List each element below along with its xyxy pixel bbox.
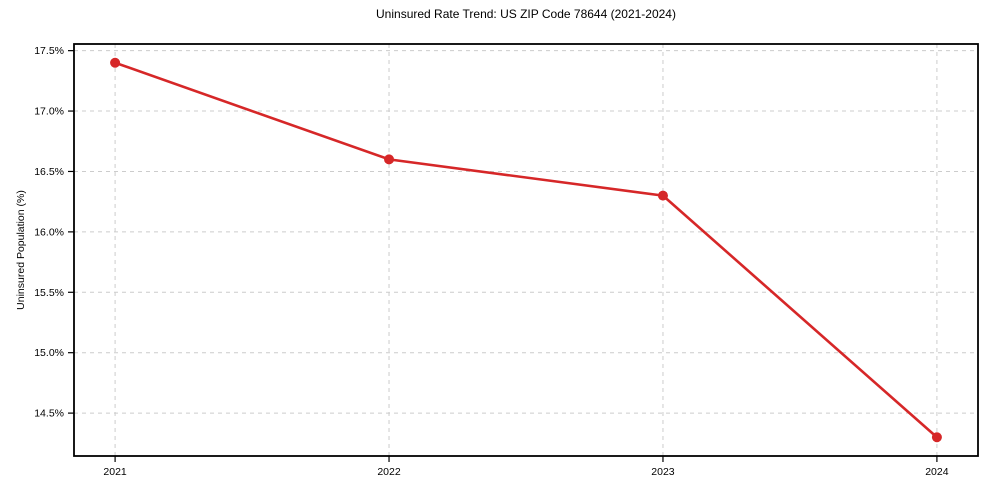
y-tick-label: 17.0% [34,106,64,118]
y-tick-label: 17.5% [34,45,64,57]
data-point-marker [110,57,121,68]
grid-lines [74,44,978,456]
y-tick-label: 14.5% [34,408,64,420]
plot-border [73,43,979,457]
data-point-marker [931,432,942,443]
y-tick-label: 16.5% [34,166,64,178]
y-tick-label: 15.0% [34,347,64,359]
x-tick-label: 2023 [651,466,675,478]
y-axis-label: Uninsured Population (%) [15,190,27,310]
x-tick-label: 2024 [925,466,949,478]
x-tick-label: 2021 [103,466,127,478]
x-tick-label: 2022 [377,466,401,478]
data-point-marker [657,190,668,201]
trend-line [113,61,939,439]
y-tick-label: 16.0% [34,226,64,238]
axis-ticks: 17.5% 17.0% 16.5% 16.0% 15.5% 15.0% 14.5% 2021 2… [34,45,949,478]
y-tick-label: 15.5% [34,287,64,299]
data-point-marker [384,154,395,165]
chart-title: Uninsured Rate Trend: US ZIP Code 78644 … [376,7,676,21]
